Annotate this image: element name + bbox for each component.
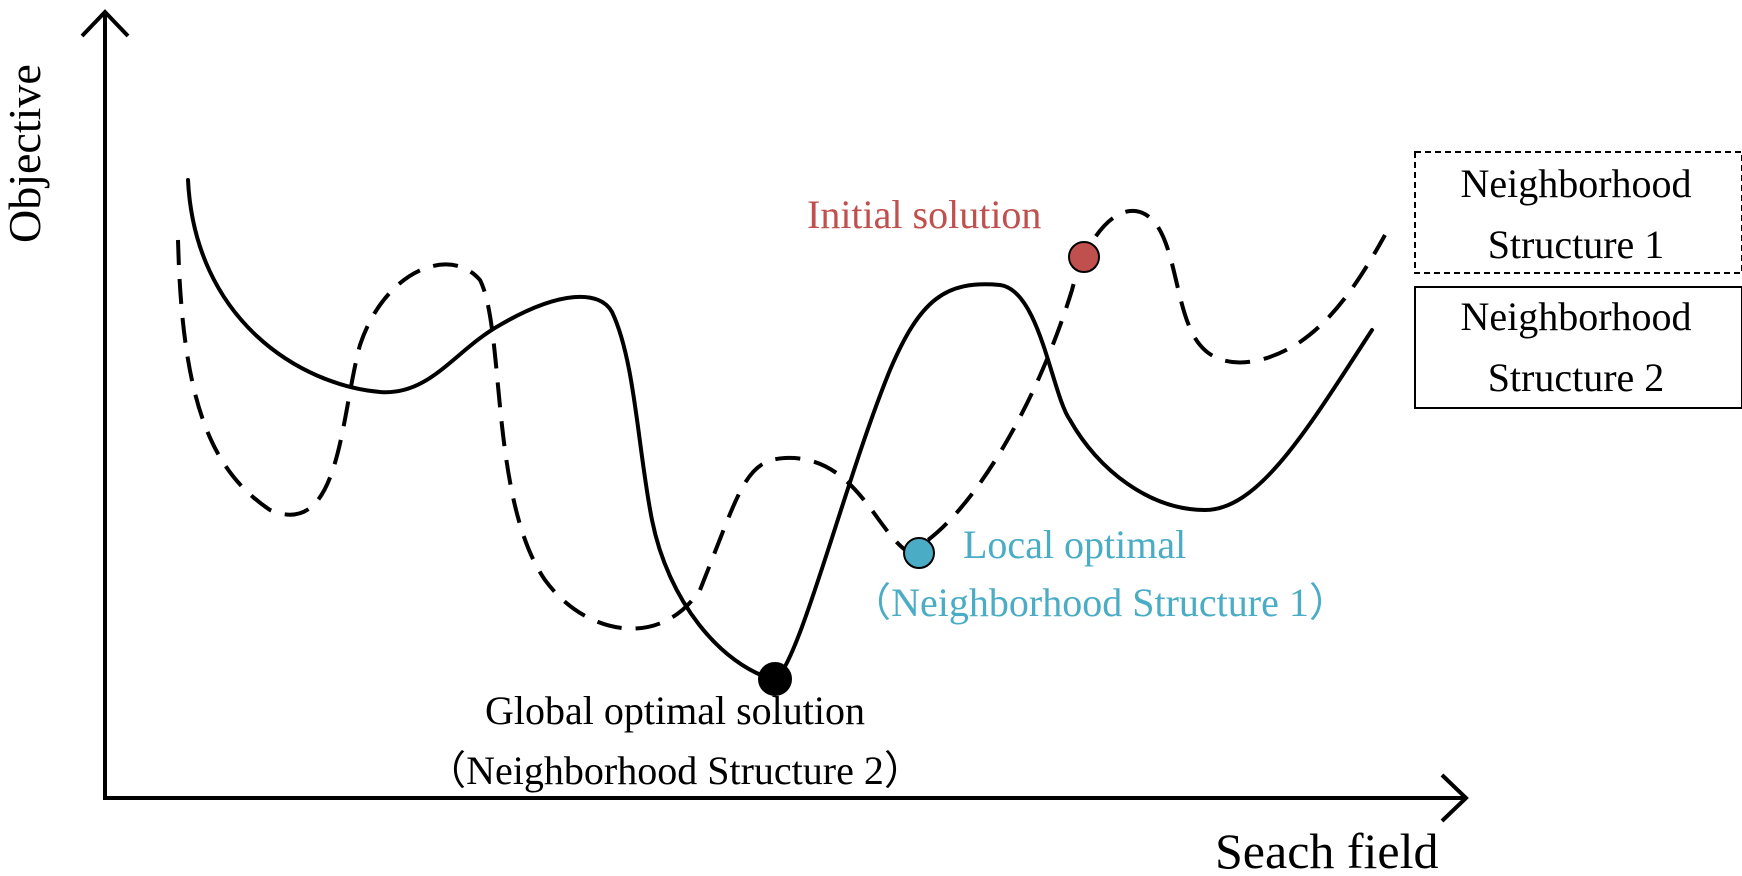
neighborhood-structure-1-curve xyxy=(178,211,1385,629)
legend-ns1-line1: Neighborhood xyxy=(1460,161,1691,206)
local-optimal-label: Local optimal xyxy=(963,522,1186,567)
legend-ns2-line1: Neighborhood xyxy=(1460,294,1691,339)
y-axis-label: Objective xyxy=(0,64,50,243)
global-optimal-structure-label: （Neighborhood Structure 2） xyxy=(426,748,924,793)
legend: Neighborhood Structure 1 Neighborhood St… xyxy=(1415,152,1742,408)
legend-item-neighborhood-structure-2: Neighborhood Structure 2 xyxy=(1415,287,1742,408)
local-optimal-marker xyxy=(904,538,934,568)
initial-solution-label: Initial solution xyxy=(807,192,1041,237)
legend-item-neighborhood-structure-1: Neighborhood Structure 1 xyxy=(1415,152,1742,273)
global-optimal-label: Global optimal solution xyxy=(485,688,865,733)
legend-ns1-line2: Structure 1 xyxy=(1488,222,1665,267)
initial-solution-marker xyxy=(1069,242,1099,272)
x-axis-label: Seach field xyxy=(1215,823,1439,876)
local-optimal-structure-label: （Neighborhood Structure 1） xyxy=(851,580,1349,625)
legend-ns2-line2: Structure 2 xyxy=(1488,355,1665,400)
